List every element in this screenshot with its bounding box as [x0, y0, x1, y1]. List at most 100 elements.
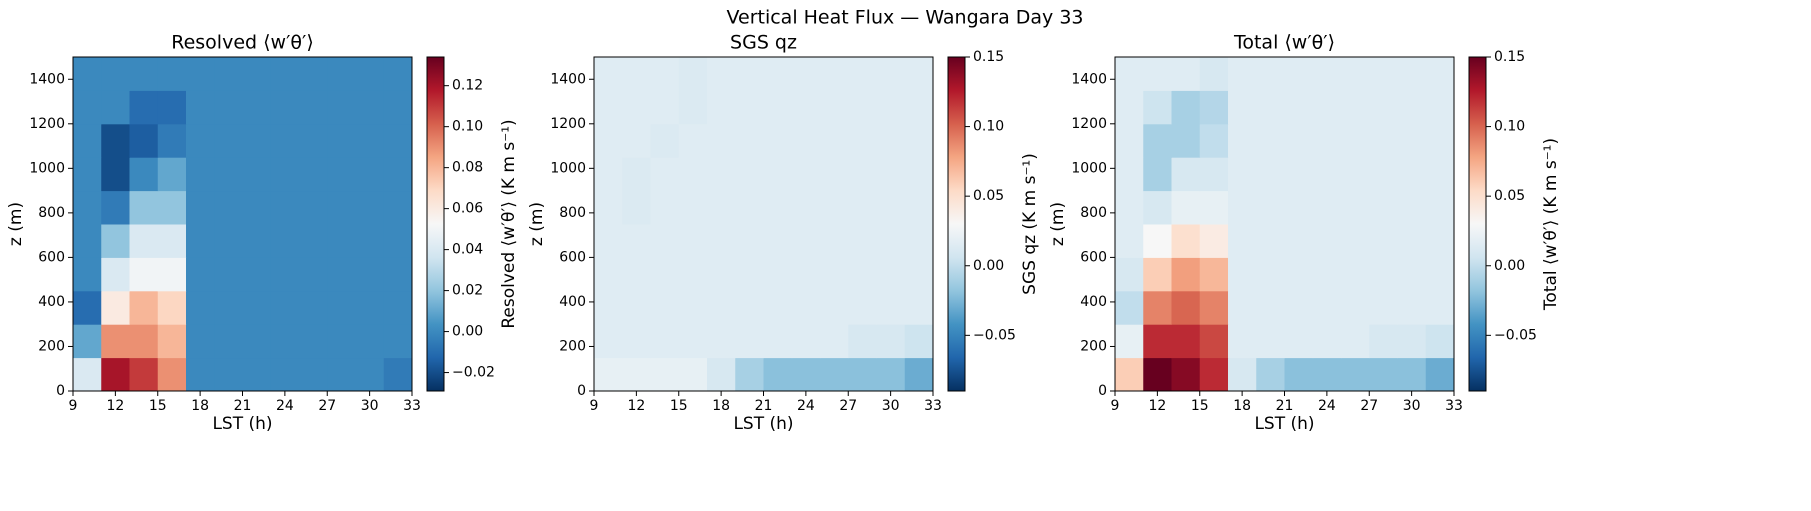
heatmap-cell — [101, 123, 130, 158]
heatmap-cell — [1199, 357, 1229, 392]
heatmap-cell — [678, 123, 708, 158]
heatmap-cell — [214, 290, 243, 325]
heatmap-cell — [1425, 57, 1455, 91]
heatmap-cell — [622, 90, 651, 125]
heatmap-cell — [299, 90, 328, 125]
heatmap-cell — [1256, 290, 1285, 325]
x-tick-label: 21 — [1276, 398, 1294, 414]
heatmap-cell — [355, 123, 385, 158]
heatmap-cell — [1397, 257, 1427, 292]
heatmap-cell — [622, 157, 651, 192]
heatmap-cell — [327, 123, 356, 158]
colorbar-label: Total ⟨w′θ′⟩ (K m s⁻¹) — [1541, 138, 1561, 311]
x-tick-label: 12 — [627, 398, 645, 414]
colorbar-tick-label: 0.08 — [452, 160, 483, 176]
heatmap-cell — [707, 157, 736, 192]
heatmap-cell — [1115, 357, 1144, 392]
heatmap-cell — [73, 324, 102, 359]
heatmap-cell — [270, 290, 300, 325]
heatmap-cell — [622, 224, 651, 258]
heatmap-cell — [1397, 290, 1427, 325]
y-tick-label: 1200 — [1071, 116, 1107, 132]
heatmap-cell — [129, 123, 159, 158]
heatmap-cell — [820, 357, 849, 392]
heatmap-cell — [1256, 123, 1285, 158]
heatmap-cell — [299, 290, 328, 325]
heatmap-cell — [1115, 57, 1144, 91]
heatmap-cell — [904, 357, 934, 392]
heatmap-cell — [101, 257, 130, 292]
y-axis-label: z (m) — [527, 202, 547, 246]
heatmap-cell — [707, 357, 736, 392]
heatmap-cell — [270, 257, 300, 292]
heatmap-cell — [1171, 157, 1201, 192]
heatmap-cell — [101, 157, 130, 192]
heatmap-cell — [1369, 224, 1398, 258]
heatmap-cell — [876, 123, 906, 158]
heatmap-cell — [327, 90, 356, 125]
heatmap-cell — [1369, 57, 1398, 91]
heatmap-cell — [214, 224, 243, 258]
heatmap-cell — [791, 57, 821, 91]
heatmap-cell — [735, 324, 764, 359]
heatmap-cell — [1284, 90, 1314, 125]
heatmap-cell — [848, 357, 877, 392]
heatmap-cell — [270, 190, 300, 225]
colorbar-tick-label: 0.12 — [452, 78, 483, 94]
heatmap-cell — [1143, 357, 1172, 392]
heatmap-cell — [383, 123, 413, 158]
axes-title: SGS qz — [730, 32, 797, 54]
heatmap-cell — [1256, 224, 1285, 258]
heatmap-cell — [876, 257, 906, 292]
heatmap-cell — [678, 57, 708, 91]
heatmap-cell — [1369, 357, 1398, 392]
heatmap-cell — [1341, 123, 1370, 158]
heatmap-cell — [1312, 224, 1342, 258]
heatmap-cell — [904, 123, 934, 158]
heatmap-cell — [1256, 157, 1285, 192]
heatmap-cell — [820, 324, 849, 359]
heatmap-cell — [1369, 90, 1398, 125]
heatmap-cell — [383, 224, 413, 258]
colorbar-tick-label: 0.00 — [973, 258, 1004, 274]
heatmap-cell — [101, 290, 130, 325]
heatmap-cell — [214, 190, 243, 225]
heatmap-cell — [186, 157, 215, 192]
heatmap-cell — [129, 57, 159, 91]
heatmap-cell — [327, 57, 356, 91]
x-tick-label: 24 — [797, 398, 815, 414]
heatmap-cell — [73, 57, 102, 91]
heatmap-cell — [1284, 357, 1314, 392]
heatmap-cell — [1312, 324, 1342, 359]
heatmap-cell — [1312, 90, 1342, 125]
colorbar-label: SGS qz (K m s⁻¹) — [1020, 153, 1040, 295]
heatmap-cell — [101, 57, 130, 91]
x-tick-label: 30 — [882, 398, 900, 414]
heatmap-cell — [1369, 123, 1398, 158]
y-axis-label: z (m) — [1048, 202, 1068, 246]
heatmap-cell — [242, 123, 272, 158]
y-tick-label: 600 — [1080, 249, 1107, 265]
heatmap-cell — [622, 257, 651, 292]
y-tick-label: 200 — [1080, 338, 1107, 354]
heatmap-cell — [1199, 90, 1229, 125]
heatmap-cell — [791, 257, 821, 292]
heatmap-cell — [1369, 190, 1398, 225]
heatmap-cell — [1397, 224, 1427, 258]
heatmap-cell — [1284, 123, 1314, 158]
heatmap-cell — [848, 157, 877, 192]
heatmap-cell — [327, 157, 356, 192]
heatmap-cell — [904, 90, 934, 125]
y-tick-label: 600 — [38, 249, 65, 265]
colorbar-tick-label: 0.15 — [973, 49, 1004, 65]
heatmap-cell — [270, 57, 300, 91]
heatmap-cell — [1143, 90, 1172, 125]
heatmap-cell — [594, 57, 623, 91]
heatmap-cell — [1115, 190, 1144, 225]
heatmap-cell — [791, 157, 821, 192]
heatmap-cell — [129, 157, 159, 192]
y-tick-label: 800 — [559, 205, 586, 221]
heatmap-cell — [242, 224, 272, 258]
colorbar-tick-label: 0.04 — [452, 242, 483, 258]
heatmap-cell — [129, 257, 159, 292]
